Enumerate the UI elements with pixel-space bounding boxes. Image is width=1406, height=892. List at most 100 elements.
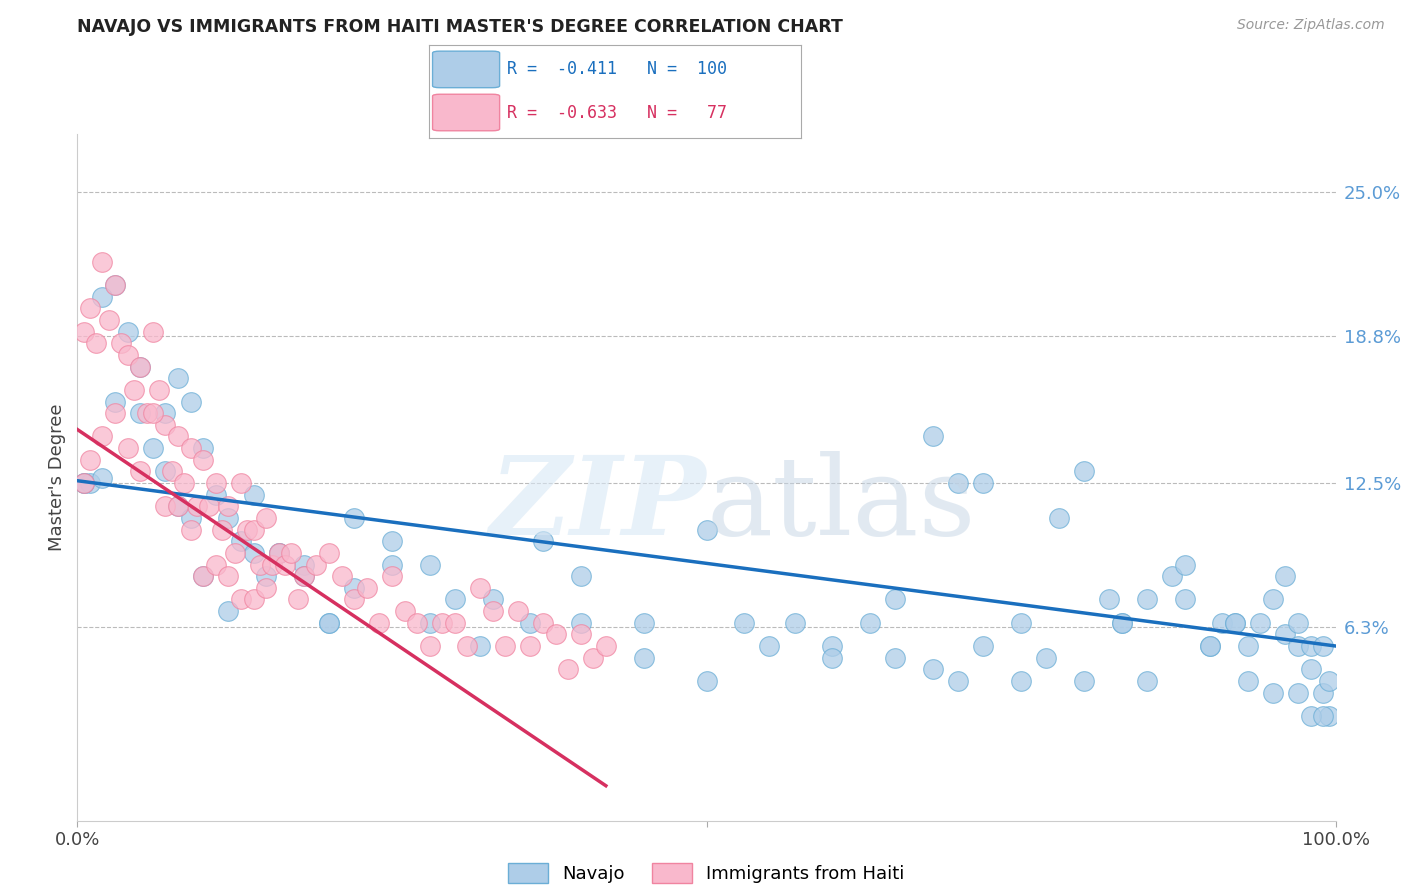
Point — [142, 325, 165, 339]
Point — [419, 615, 441, 630]
Point — [267, 546, 290, 560]
Point — [394, 604, 416, 618]
FancyBboxPatch shape — [433, 51, 499, 87]
Point — [155, 406, 177, 420]
Point — [948, 476, 970, 491]
FancyBboxPatch shape — [433, 95, 499, 131]
Point — [506, 604, 529, 618]
Text: R =  -0.633   N =   77: R = -0.633 N = 77 — [508, 103, 727, 121]
Point — [1249, 615, 1271, 630]
Point — [254, 569, 277, 583]
Point — [1286, 639, 1309, 653]
Point — [191, 441, 215, 455]
Point — [287, 592, 309, 607]
Point — [343, 511, 366, 525]
Point — [1312, 685, 1334, 699]
Point — [142, 441, 165, 455]
Point — [1299, 639, 1322, 653]
Point — [262, 558, 284, 572]
Point — [1261, 592, 1284, 607]
Text: Source: ZipAtlas.com: Source: ZipAtlas.com — [1237, 18, 1385, 32]
Point — [783, 615, 806, 630]
Point — [191, 569, 215, 583]
Point — [821, 650, 844, 665]
Point — [318, 615, 340, 630]
Point — [922, 429, 945, 443]
Point — [569, 627, 592, 641]
Point — [117, 441, 139, 455]
Point — [343, 581, 366, 595]
Point — [569, 569, 592, 583]
Point — [1211, 615, 1233, 630]
Point — [531, 534, 554, 549]
Text: atlas: atlas — [707, 451, 976, 558]
Point — [381, 569, 404, 583]
Point — [1274, 627, 1296, 641]
Point — [582, 650, 605, 665]
Point — [204, 488, 226, 502]
Point — [148, 383, 170, 397]
Point — [531, 615, 554, 630]
Point — [79, 452, 101, 467]
Point — [1199, 639, 1222, 653]
Point — [1073, 464, 1095, 478]
Point — [1199, 639, 1222, 653]
Point — [1312, 709, 1334, 723]
Point — [217, 569, 239, 583]
Point — [155, 500, 177, 514]
Point — [1299, 662, 1322, 676]
Point — [204, 558, 226, 572]
Legend: Navajo, Immigrants from Haiti: Navajo, Immigrants from Haiti — [501, 855, 912, 890]
Point — [1161, 569, 1184, 583]
Point — [305, 558, 328, 572]
Point — [318, 615, 340, 630]
Point — [859, 615, 882, 630]
Point — [72, 325, 94, 339]
Point — [217, 500, 239, 514]
Point — [104, 394, 127, 409]
Point — [468, 581, 491, 595]
Point — [129, 359, 152, 374]
Point — [160, 464, 183, 478]
Point — [419, 639, 441, 653]
Point — [1136, 592, 1159, 607]
Point — [1319, 673, 1341, 688]
Point — [972, 476, 994, 491]
Point — [242, 523, 264, 537]
Point — [381, 558, 404, 572]
Point — [444, 615, 467, 630]
Point — [948, 673, 970, 688]
Point — [242, 592, 264, 607]
Point — [267, 546, 290, 560]
Point — [356, 581, 378, 595]
Point — [1236, 673, 1258, 688]
Point — [481, 592, 503, 607]
Point — [733, 615, 755, 630]
Point — [254, 511, 277, 525]
Point — [117, 325, 139, 339]
Point — [167, 371, 190, 385]
Point — [167, 500, 190, 514]
Point — [696, 523, 718, 537]
Point — [167, 429, 190, 443]
Point — [1286, 685, 1309, 699]
Point — [155, 417, 177, 432]
Point — [110, 336, 132, 351]
Point — [104, 278, 127, 293]
Point — [292, 569, 315, 583]
Text: ZIP: ZIP — [489, 451, 707, 558]
Point — [821, 639, 844, 653]
Point — [224, 546, 246, 560]
Point — [104, 406, 127, 420]
Point — [79, 476, 101, 491]
Point — [696, 673, 718, 688]
Point — [91, 471, 114, 485]
Point — [481, 604, 503, 618]
Point — [1136, 673, 1159, 688]
Point — [318, 546, 340, 560]
Point — [104, 278, 127, 293]
Point — [229, 592, 252, 607]
Point — [180, 394, 202, 409]
Point — [1010, 673, 1032, 688]
Point — [1274, 569, 1296, 583]
